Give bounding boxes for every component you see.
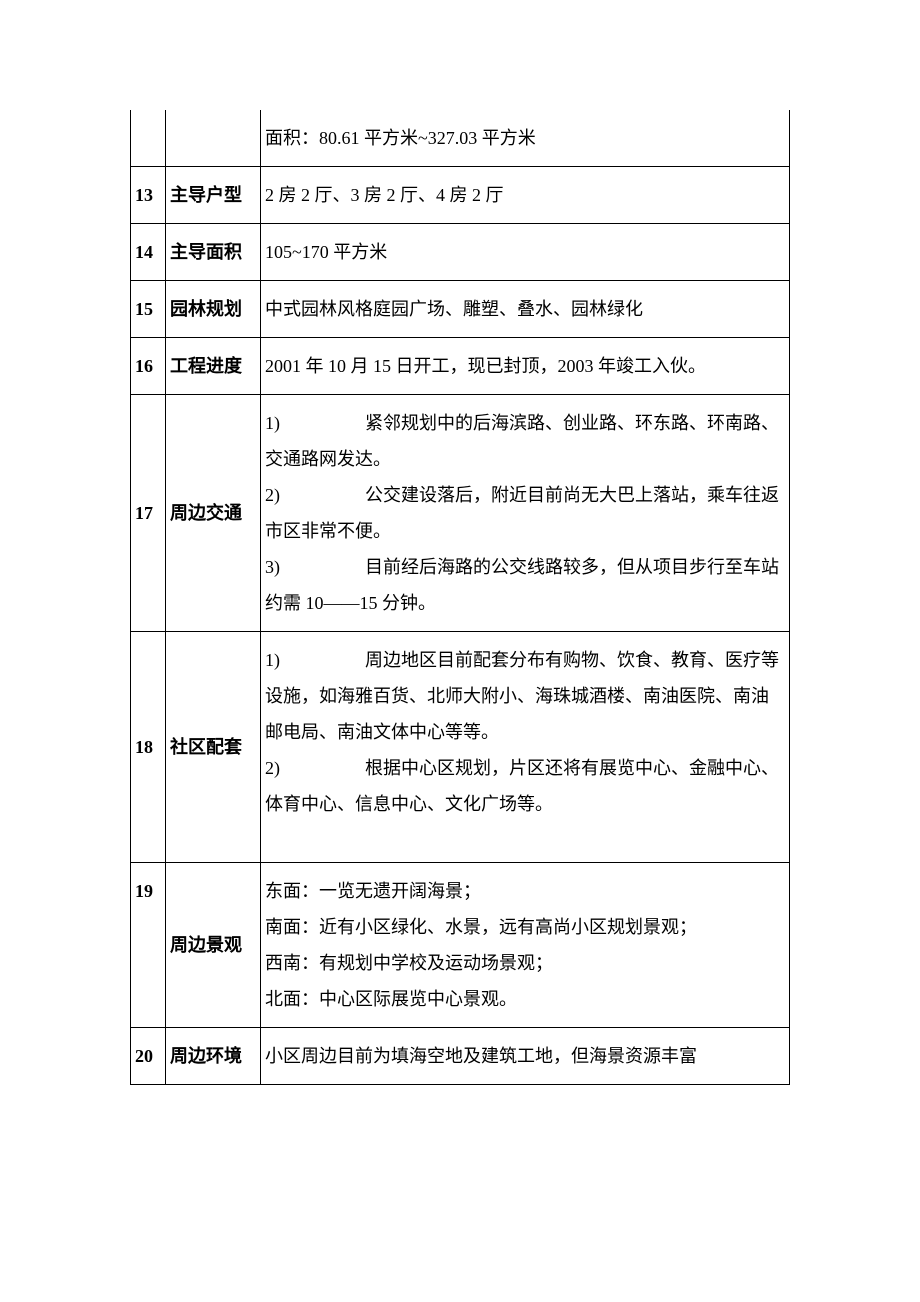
row-content-13: 2 房 2 厅、3 房 2 厅、4 房 2 厅 [261, 167, 790, 224]
row-content-18: 1)周边地区目前配套分布有购物、饮食、教育、医疗等设施，如海雅百货、北师大附小、… [261, 632, 790, 863]
row-num-14: 14 [131, 224, 166, 281]
list-item: 2)根据中心区规划，片区还将有展览中心、金融中心、体育中心、信息中心、文化广场等… [265, 750, 785, 822]
row-label-13: 主导户型 [166, 167, 261, 224]
line: 北面：中心区际展览中心景观。 [265, 981, 785, 1017]
row-num-cont [131, 110, 166, 167]
list-num: 2) [265, 750, 365, 786]
row-label-18: 社区配套 [166, 632, 261, 863]
row-label-14: 主导面积 [166, 224, 261, 281]
table-row: 18 社区配套 1)周边地区目前配套分布有购物、饮食、教育、医疗等设施，如海雅百… [131, 632, 790, 863]
row-content-20: 小区周边目前为填海空地及建筑工地，但海景资源丰富 [261, 1028, 790, 1085]
table-row: 20 周边环境 小区周边目前为填海空地及建筑工地，但海景资源丰富 [131, 1028, 790, 1085]
line: 东面：一览无遗开阔海景； [265, 873, 785, 909]
list-num: 1) [265, 405, 365, 441]
list-item: 1)周边地区目前配套分布有购物、饮食、教育、医疗等设施，如海雅百货、北师大附小、… [265, 642, 785, 750]
row-content-19: 东面：一览无遗开阔海景； 南面：近有小区绿化、水景，远有高尚小区规划景观； 西南… [261, 863, 790, 1028]
line: 南面：近有小区绿化、水景，远有高尚小区规划景观； [265, 909, 785, 945]
row-label-20: 周边环境 [166, 1028, 261, 1085]
row-num-20: 20 [131, 1028, 166, 1085]
row-num-19-empty [131, 984, 166, 1028]
row-content-15: 中式园林风格庭园广场、雕塑、叠水、园林绿化 [261, 281, 790, 338]
row-num-17: 17 [131, 395, 166, 632]
row-content-cont: 面积：80.61 平方米~327.03 平方米 [261, 110, 790, 167]
row-label-15: 园林规划 [166, 281, 261, 338]
table-row: 15 园林规划 中式园林风格庭园广场、雕塑、叠水、园林绿化 [131, 281, 790, 338]
list-num: 3) [265, 549, 365, 585]
row-label-17: 周边交通 [166, 395, 261, 632]
table-body: 面积：80.61 平方米~327.03 平方米 13 主导户型 2 房 2 厅、… [131, 110, 790, 1085]
row-label-cont [166, 110, 261, 167]
row-num-19: 19 [131, 863, 166, 984]
row-content-17: 1)紧邻规划中的后海滨路、创业路、环东路、环南路、交通路网发达。 2)公交建设落… [261, 395, 790, 632]
table-row: 17 周边交通 1)紧邻规划中的后海滨路、创业路、环东路、环南路、交通路网发达。… [131, 395, 790, 632]
property-table: 面积：80.61 平方米~327.03 平方米 13 主导户型 2 房 2 厅、… [130, 110, 790, 1085]
list-item: 1)紧邻规划中的后海滨路、创业路、环东路、环南路、交通路网发达。 [265, 405, 785, 477]
row-label-19: 周边景观 [166, 863, 261, 1028]
list-num: 2) [265, 477, 365, 513]
table-row: 19 周边景观 东面：一览无遗开阔海景； 南面：近有小区绿化、水景，远有高尚小区… [131, 863, 790, 984]
row-num-13: 13 [131, 167, 166, 224]
table-row: 16 工程进度 2001 年 10 月 15 日开工，现已封顶，2003 年竣工… [131, 338, 790, 395]
row-num-18: 18 [131, 632, 166, 863]
list-num: 1) [265, 642, 365, 678]
row-content-16: 2001 年 10 月 15 日开工，现已封顶，2003 年竣工入伙。 [261, 338, 790, 395]
list-item: 2)公交建设落后，附近目前尚无大巴上落站，乘车往返市区非常不便。 [265, 477, 785, 549]
table-row: 13 主导户型 2 房 2 厅、3 房 2 厅、4 房 2 厅 [131, 167, 790, 224]
table-row: 面积：80.61 平方米~327.03 平方米 [131, 110, 790, 167]
line: 西南：有规划中学校及运动场景观； [265, 945, 785, 981]
list-item: 3)目前经后海路的公交线路较多，但从项目步行至车站约需 10——15 分钟。 [265, 549, 785, 621]
row-num-16: 16 [131, 338, 166, 395]
row-content-14: 105~170 平方米 [261, 224, 790, 281]
row-label-16: 工程进度 [166, 338, 261, 395]
row-num-15: 15 [131, 281, 166, 338]
table-row: 14 主导面积 105~170 平方米 [131, 224, 790, 281]
